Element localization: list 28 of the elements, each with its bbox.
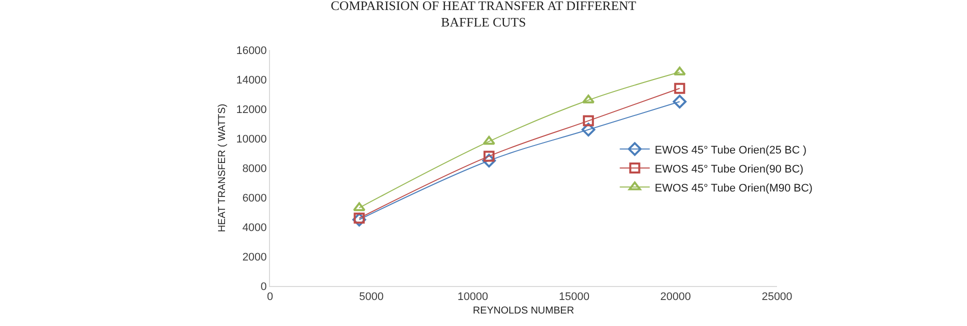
x-tick-label: 20000 xyxy=(660,291,691,304)
x-tick-label: 15000 xyxy=(558,291,590,304)
point xyxy=(482,154,496,168)
y-tick-label: 0 xyxy=(260,280,267,293)
y-tick-label: 16000 xyxy=(236,44,267,57)
x-axis-title: REYNOLDS NUMBER xyxy=(472,306,574,317)
legend-label: EWOS 45° Tube Orien(M90 BC) xyxy=(654,182,813,194)
point xyxy=(482,136,496,145)
point xyxy=(353,202,366,212)
y-tick-label: 14000 xyxy=(236,74,267,86)
y-tick-label: 2000 xyxy=(242,251,267,264)
legend-label: EWOS 45° Tube Orien(25 BC ) xyxy=(654,144,806,156)
legend-label: EWOS 45° Tube Orien(90 BC) xyxy=(654,163,804,176)
y-tick-label: 6000 xyxy=(242,192,267,204)
chart-title: COMPARISION OF HEAT TRANSFER AT DIFFERENT BAFFLE CUTS xyxy=(330,0,636,30)
point xyxy=(352,212,366,226)
y-tick-label: 8000 xyxy=(242,162,267,175)
y-tick-label: 4000 xyxy=(242,222,267,234)
point xyxy=(674,82,686,94)
x-tick-label: 10000 xyxy=(458,291,488,304)
x-tick-label: 25000 xyxy=(762,291,792,304)
point xyxy=(672,94,687,108)
x-tick-label: 5000 xyxy=(359,291,384,304)
point xyxy=(582,115,594,126)
y-tick-label: 12000 xyxy=(236,104,267,116)
y-axis-title: HEAT TRANSFER ( WATTS) xyxy=(217,104,228,232)
point xyxy=(582,122,596,136)
y-tick-label: 10000 xyxy=(236,133,267,146)
